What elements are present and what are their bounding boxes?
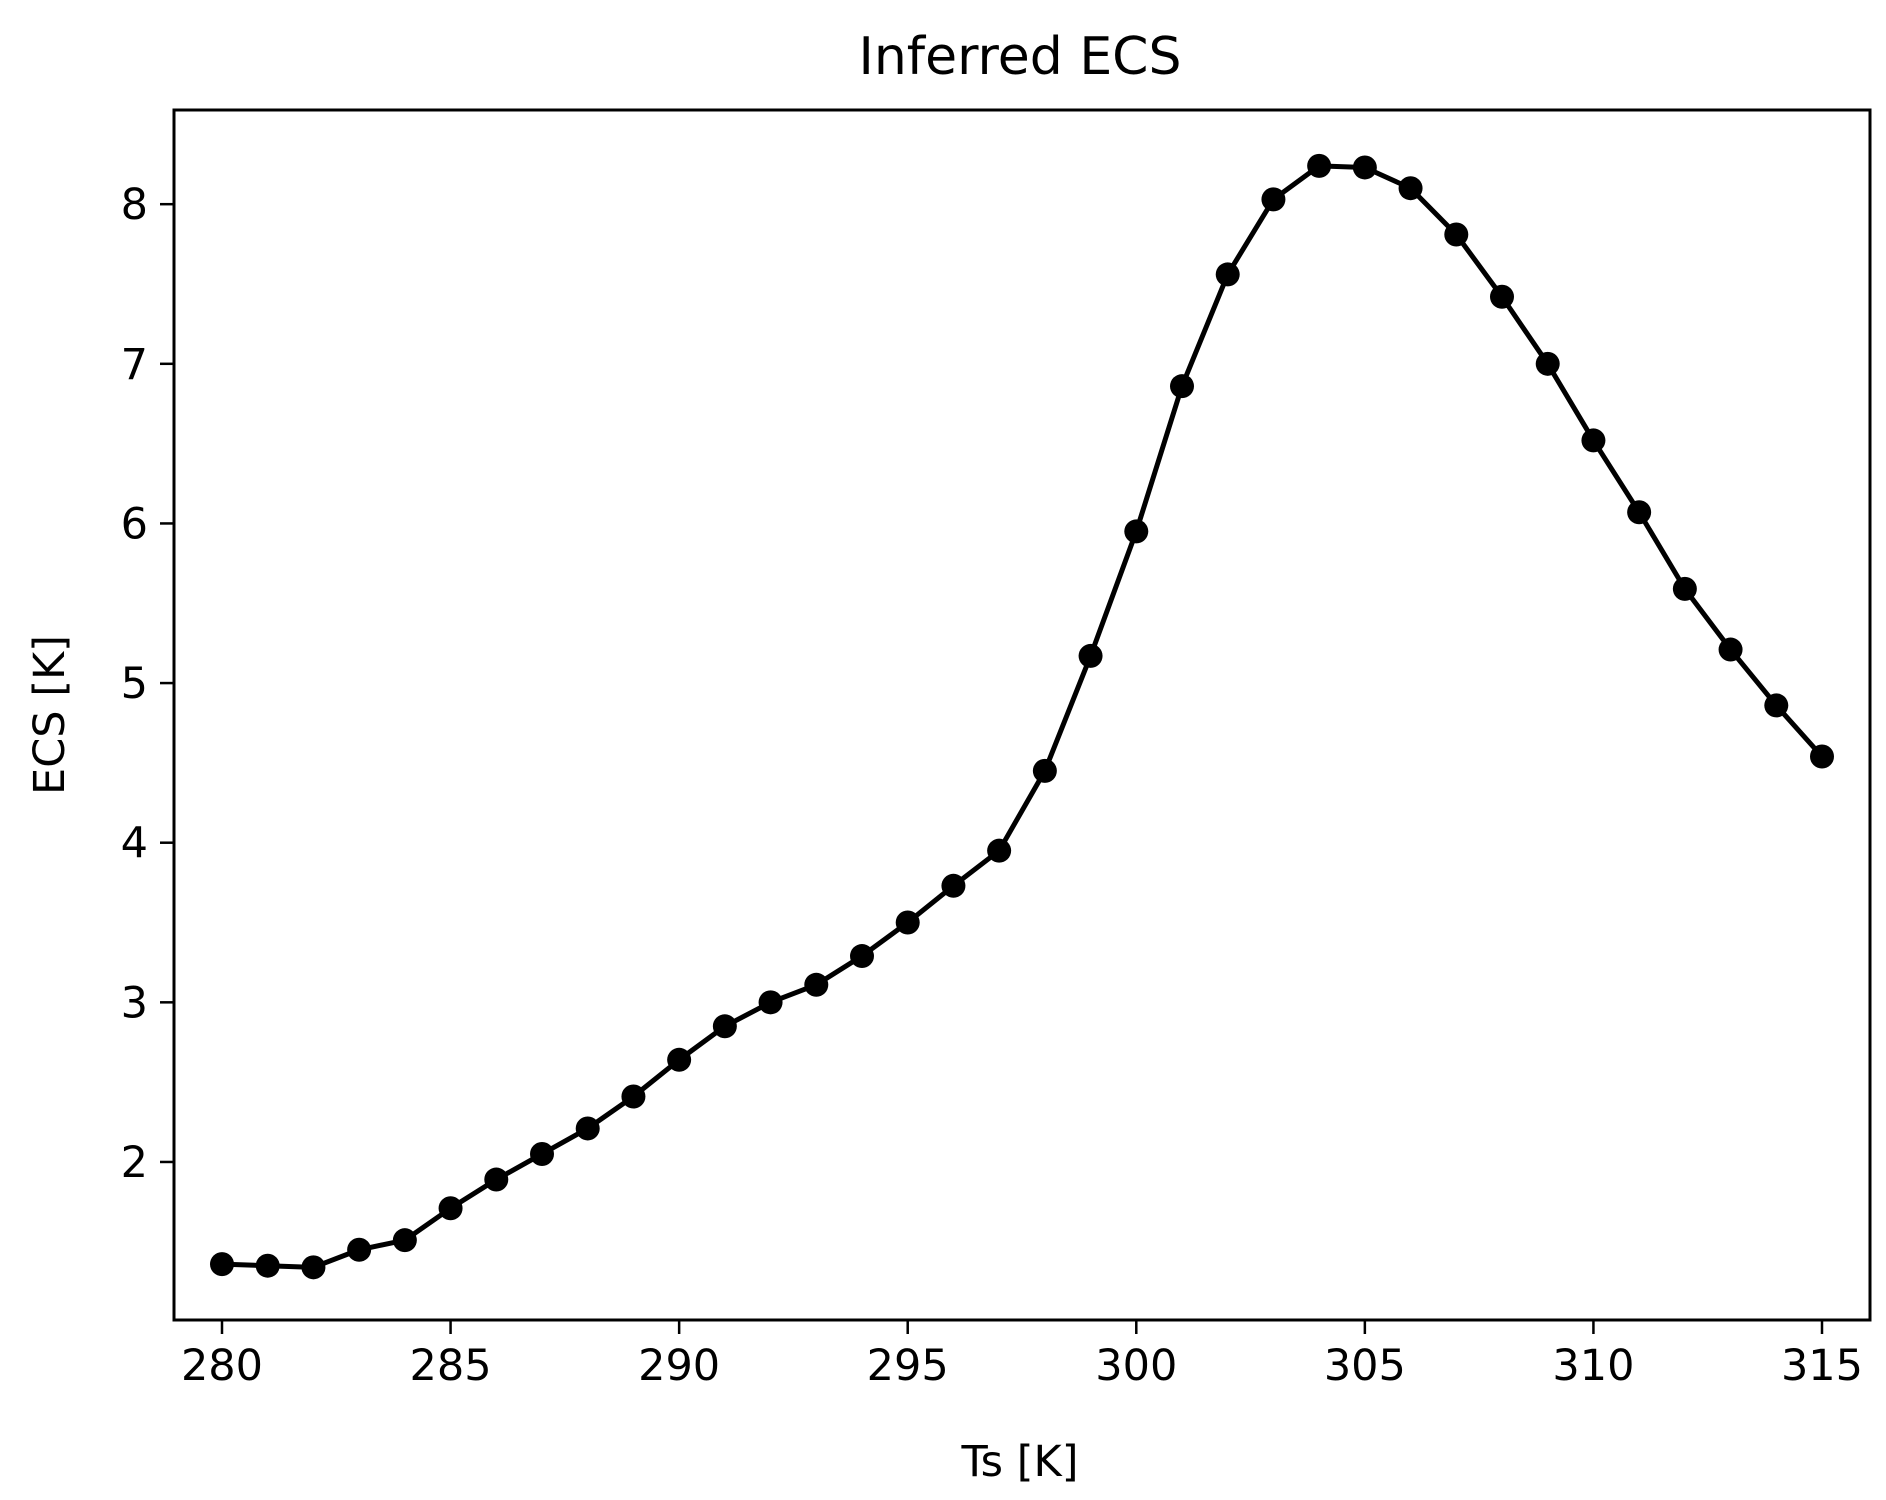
- x-tick-label: 300: [1095, 1341, 1177, 1391]
- y-axis-ticks: 2 3 4 5 6 7 8: [121, 180, 174, 1188]
- y-tick-label: 6: [121, 499, 148, 549]
- data-point: [1261, 187, 1286, 212]
- x-tick-label: 285: [410, 1341, 492, 1391]
- y-tick-label: 3: [121, 978, 148, 1028]
- data-point: [1078, 643, 1103, 668]
- y-axis-label: ECS [K]: [25, 635, 75, 795]
- data-point: [1215, 262, 1240, 287]
- data-point: [255, 1253, 280, 1278]
- x-tick-label: 315: [1781, 1341, 1863, 1391]
- x-axis-ticks: 280 285 290 295 300 305 310 315: [181, 1320, 1863, 1391]
- y-tick-label: 7: [121, 340, 148, 390]
- series-line: [219, 163, 1825, 1270]
- x-tick-label: 305: [1324, 1341, 1406, 1391]
- y-tick-label: 4: [121, 819, 148, 869]
- data-point: [1535, 351, 1560, 376]
- data-point: [301, 1255, 326, 1280]
- x-axis-label: Ts [K]: [961, 1437, 1079, 1487]
- data-point: [712, 1014, 737, 1039]
- data-point: [1032, 758, 1057, 783]
- data-point: [941, 873, 966, 898]
- data-point: [438, 1196, 463, 1221]
- data-point: [1124, 519, 1149, 544]
- data-point: [1490, 284, 1514, 309]
- data-point: [392, 1228, 417, 1253]
- data-point: [1398, 176, 1423, 201]
- x-tick-label: 290: [638, 1341, 720, 1391]
- data-point: [1307, 153, 1332, 178]
- data-point: [667, 1047, 692, 1072]
- y-tick-label: 2: [121, 1138, 148, 1188]
- x-tick-label: 310: [1552, 1341, 1634, 1391]
- data-point: [1352, 155, 1377, 180]
- data-point: [621, 1084, 646, 1109]
- data-point: [1581, 428, 1606, 453]
- data-point: [1718, 637, 1743, 662]
- data-point: [347, 1237, 372, 1262]
- data-point: [1627, 500, 1652, 525]
- data-point: [210, 1252, 234, 1277]
- data-point: [575, 1116, 600, 1141]
- x-tick-label: 295: [867, 1341, 949, 1391]
- data-point: [1810, 744, 1834, 769]
- y-tick-label: 8: [121, 180, 148, 230]
- plot-frame: [172, 108, 1872, 1322]
- data-point: [987, 838, 1012, 863]
- data-point: [895, 910, 920, 935]
- data-point: [484, 1167, 509, 1192]
- data-point: [1764, 693, 1789, 718]
- chart-title: Inferred ECS: [859, 27, 1182, 87]
- x-tick-label: 280: [181, 1341, 263, 1391]
- data-point: [758, 990, 783, 1015]
- data-point: [1170, 374, 1194, 399]
- data-point: [1672, 576, 1697, 601]
- data-point: [850, 944, 874, 969]
- y-tick-label: 5: [121, 659, 148, 709]
- data-point: [530, 1141, 554, 1166]
- data-point: [804, 972, 829, 997]
- data-point: [1444, 222, 1469, 247]
- series-layer: [210, 153, 1834, 1280]
